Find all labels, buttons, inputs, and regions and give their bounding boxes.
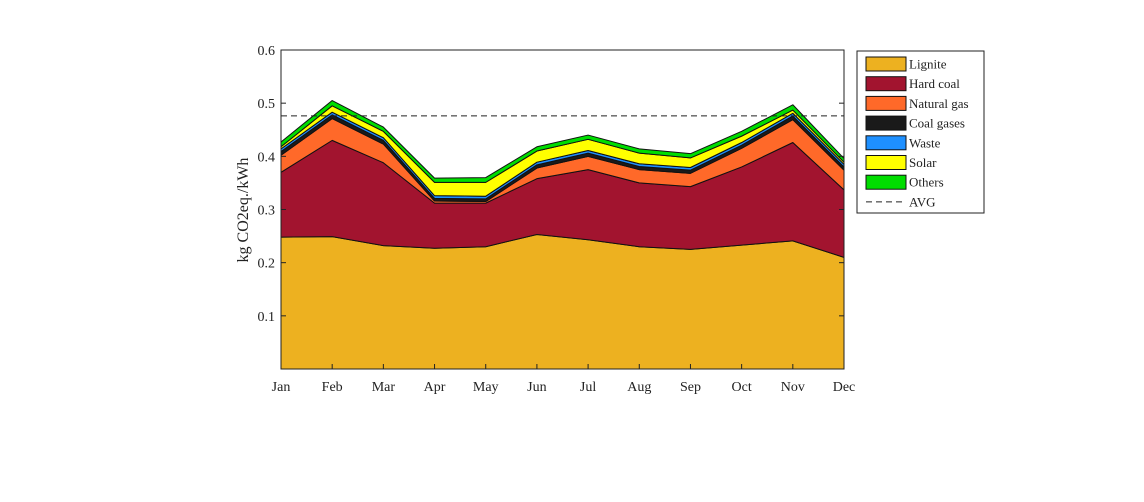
legend-swatch-hard-coal	[865, 76, 907, 92]
legend-label-hard-coal: Hard coal	[909, 76, 960, 91]
x-tick-label: Nov	[781, 380, 805, 395]
x-tick-label: Mar	[372, 380, 396, 395]
x-tick-label: May	[473, 380, 499, 395]
legend-label-waste: Waste	[909, 135, 941, 150]
y-axis-label: kg CO2eq./kWh	[235, 158, 252, 263]
legend-label-coal-gases: Coal gases	[909, 116, 965, 131]
legend-swatch-solar	[865, 155, 907, 170]
stacked-areas	[280, 100, 845, 370]
x-tick-label: Jul	[580, 380, 596, 395]
y-tick-label: 0.2	[258, 257, 276, 272]
x-tick-label: Sep	[680, 380, 701, 395]
x-tick-label: Apr	[424, 380, 446, 395]
y-tick-label: 0.6	[258, 44, 276, 59]
x-axis-ticks: Jan Feb Mar Apr May Jun Jul Aug Sep Oct Nov Dec	[272, 364, 856, 395]
x-tick-label: Oct	[732, 380, 752, 395]
y-tick-label: 0.3	[258, 204, 276, 219]
legend-label-lignite: Lignite	[909, 57, 947, 72]
legend-swatch-coal-gases	[865, 115, 907, 131]
y-tick-label: 0.1	[258, 310, 276, 325]
legend: Lignite Hard coal Natural gas Coal gases Was…	[856, 50, 985, 214]
legend-swatch-others	[865, 174, 907, 190]
legend-label-others: Others	[909, 175, 944, 190]
legend-label-avg: AVG	[909, 194, 936, 209]
legend-swatch-natural-gas	[865, 95, 907, 111]
legend-label-solar: Solar	[909, 155, 937, 170]
x-tick-label: Dec	[833, 380, 856, 395]
y-axis-ticks: 0.1 0.2 0.3 0.4 0.5 0.6	[258, 44, 844, 325]
y-tick-label: 0.5	[258, 97, 276, 112]
legend-swatch-waste	[865, 135, 907, 151]
x-tick-label: Feb	[322, 380, 343, 395]
x-tick-label: Jan	[272, 380, 291, 395]
x-tick-label: Aug	[627, 380, 651, 395]
legend-swatch-lignite	[865, 56, 907, 72]
y-tick-label: 0.4	[258, 150, 276, 165]
area-lignite	[280, 233, 845, 370]
x-tick-label: Jun	[527, 380, 546, 395]
legend-label-natural-gas: Natural gas	[909, 96, 969, 111]
